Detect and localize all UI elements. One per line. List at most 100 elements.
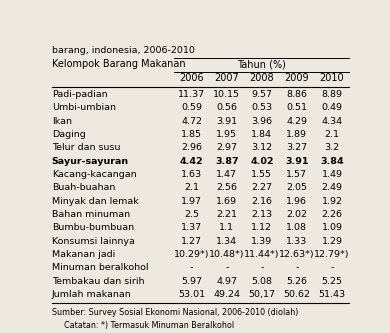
Text: Tembakau dan sirih: Tembakau dan sirih <box>52 277 144 286</box>
Text: 50.62: 50.62 <box>284 290 310 299</box>
Text: 1.29: 1.29 <box>321 237 342 246</box>
Text: 12.63*): 12.63*) <box>279 250 315 259</box>
Text: Umbi-umbian: Umbi-umbian <box>52 103 116 112</box>
Text: 5.25: 5.25 <box>321 277 342 286</box>
Text: 9.57: 9.57 <box>251 90 272 99</box>
Text: 10.29*): 10.29*) <box>174 250 209 259</box>
Text: 1.95: 1.95 <box>216 130 237 139</box>
Text: 1.49: 1.49 <box>321 170 342 179</box>
Text: 2.49: 2.49 <box>321 183 342 192</box>
Text: -: - <box>190 263 193 272</box>
Text: 1.12: 1.12 <box>251 223 272 232</box>
Text: 1.1: 1.1 <box>219 223 234 232</box>
Text: Buah-buahan: Buah-buahan <box>52 183 115 192</box>
Text: 3.27: 3.27 <box>286 143 307 152</box>
Text: barang, indonesia, 2006-2010: barang, indonesia, 2006-2010 <box>52 46 195 55</box>
Text: 1.33: 1.33 <box>286 237 308 246</box>
Text: 5.97: 5.97 <box>181 277 202 286</box>
Text: 3.2: 3.2 <box>324 143 340 152</box>
Text: 4.72: 4.72 <box>181 117 202 126</box>
Text: 0.53: 0.53 <box>251 103 272 112</box>
Text: 1.47: 1.47 <box>216 170 237 179</box>
Text: 2007: 2007 <box>215 73 239 83</box>
Text: 2008: 2008 <box>250 73 274 83</box>
Text: 1.34: 1.34 <box>216 237 238 246</box>
Text: 1.89: 1.89 <box>286 130 307 139</box>
Text: Sumber: Survey Sosial Ekonomi Nasional, 2006-2010 (diolah): Sumber: Survey Sosial Ekonomi Nasional, … <box>52 308 298 317</box>
Text: 2.05: 2.05 <box>286 183 307 192</box>
Text: 51.43: 51.43 <box>318 290 346 299</box>
Text: 1.55: 1.55 <box>251 170 272 179</box>
Text: -: - <box>260 263 264 272</box>
Text: 5.08: 5.08 <box>251 277 272 286</box>
Text: 2010: 2010 <box>320 73 344 83</box>
Text: Minuman beralkohol: Minuman beralkohol <box>52 263 148 272</box>
Text: 2.1: 2.1 <box>184 183 199 192</box>
Text: 4.42: 4.42 <box>180 157 204 166</box>
Text: 2.26: 2.26 <box>321 210 342 219</box>
Text: 2.5: 2.5 <box>184 210 199 219</box>
Text: Ikan: Ikan <box>52 117 72 126</box>
Text: 11.37: 11.37 <box>178 90 205 99</box>
Text: 3.84: 3.84 <box>320 157 344 166</box>
Text: 3.87: 3.87 <box>215 157 239 166</box>
Text: 0.56: 0.56 <box>216 103 237 112</box>
Text: 2.13: 2.13 <box>251 210 272 219</box>
Text: 1.08: 1.08 <box>286 223 307 232</box>
Text: 0.49: 0.49 <box>321 103 342 112</box>
Text: 10.15: 10.15 <box>213 90 240 99</box>
Text: 1.37: 1.37 <box>181 223 202 232</box>
Text: 1.85: 1.85 <box>181 130 202 139</box>
Text: 49.24: 49.24 <box>213 290 240 299</box>
Text: Konsumsi lainnya: Konsumsi lainnya <box>52 237 135 246</box>
Text: 8.86: 8.86 <box>286 90 307 99</box>
Text: Bahan minuman: Bahan minuman <box>52 210 130 219</box>
Text: 1.63: 1.63 <box>181 170 202 179</box>
Text: 2.21: 2.21 <box>216 210 237 219</box>
Text: 10.48*): 10.48*) <box>209 250 245 259</box>
Text: 2.1: 2.1 <box>324 130 339 139</box>
Text: Bumbu-bumbuan: Bumbu-bumbuan <box>52 223 134 232</box>
Text: 2.96: 2.96 <box>181 143 202 152</box>
Text: 8.89: 8.89 <box>321 90 342 99</box>
Text: Tahun (%): Tahun (%) <box>238 59 286 69</box>
Text: Makanan jadi: Makanan jadi <box>52 250 115 259</box>
Text: 1.27: 1.27 <box>181 237 202 246</box>
Text: 1.39: 1.39 <box>251 237 272 246</box>
Text: Daging: Daging <box>52 130 85 139</box>
Text: -: - <box>225 263 229 272</box>
Text: 4.97: 4.97 <box>216 277 237 286</box>
Text: 50,17: 50,17 <box>248 290 275 299</box>
Text: Minyak dan lemak: Minyak dan lemak <box>52 196 138 205</box>
Text: 0.51: 0.51 <box>286 103 307 112</box>
Text: 1.96: 1.96 <box>286 196 307 205</box>
Text: Sayur-sayuran: Sayur-sayuran <box>52 157 129 166</box>
Text: 4.29: 4.29 <box>286 117 307 126</box>
Text: Jumlah makanan: Jumlah makanan <box>52 290 131 299</box>
Text: 3.96: 3.96 <box>251 117 272 126</box>
Text: Padi-padian: Padi-padian <box>52 90 107 99</box>
Text: 12.79*): 12.79*) <box>314 250 350 259</box>
Text: 1.92: 1.92 <box>321 196 342 205</box>
Text: Telur dan susu: Telur dan susu <box>52 143 120 152</box>
Text: 1.57: 1.57 <box>286 170 307 179</box>
Text: 4.34: 4.34 <box>321 117 342 126</box>
Text: 2.16: 2.16 <box>251 196 272 205</box>
Text: 1.84: 1.84 <box>251 130 272 139</box>
Text: 3.91: 3.91 <box>285 157 308 166</box>
Text: 2.56: 2.56 <box>216 183 237 192</box>
Text: 3.12: 3.12 <box>251 143 272 152</box>
Text: 3.91: 3.91 <box>216 117 238 126</box>
Text: 4.02: 4.02 <box>250 157 274 166</box>
Text: 2.97: 2.97 <box>216 143 237 152</box>
Text: 53.01: 53.01 <box>178 290 205 299</box>
Text: 2.02: 2.02 <box>286 210 307 219</box>
Text: 5.26: 5.26 <box>286 277 307 286</box>
Text: 2009: 2009 <box>285 73 309 83</box>
Text: 1.97: 1.97 <box>181 196 202 205</box>
Text: 2.27: 2.27 <box>251 183 272 192</box>
Text: Kelompok Barang Makanan: Kelompok Barang Makanan <box>52 59 185 69</box>
Text: Kacang-kacangan: Kacang-kacangan <box>52 170 136 179</box>
Text: -: - <box>330 263 334 272</box>
Text: 0.59: 0.59 <box>181 103 202 112</box>
